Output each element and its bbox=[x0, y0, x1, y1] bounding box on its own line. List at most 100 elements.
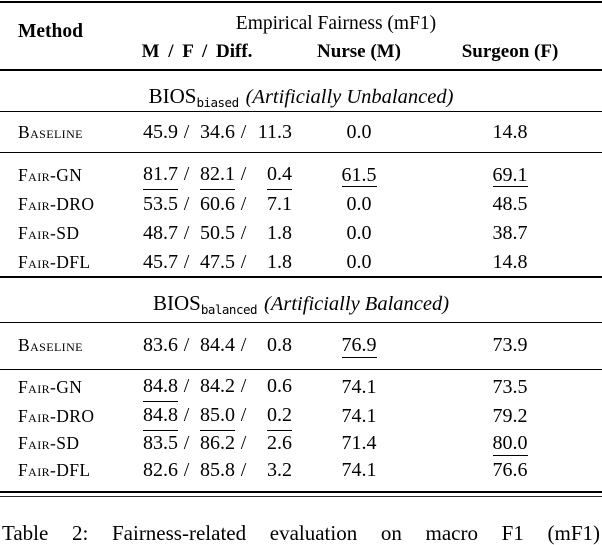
metric-value-f: 86.2 bbox=[195, 429, 235, 457]
metric-value-m: 84.8 bbox=[138, 372, 178, 402]
method-cell: Fair-DFL bbox=[18, 460, 91, 480]
section-title-bios-biased: BIOSbiased (Artificially Unbalanced) bbox=[0, 82, 602, 110]
nurse-value-cell: 76.9 bbox=[300, 331, 418, 359]
separator-slash: / bbox=[235, 429, 252, 457]
separator-slash-text: / bbox=[183, 432, 190, 454]
metric-value-m-text: 83.6 bbox=[143, 334, 178, 356]
separator-slash-text: / bbox=[240, 334, 247, 356]
table-rule-top bbox=[0, 1, 602, 4]
mf-diff-cell: 45.9/34.6/11.3 bbox=[130, 118, 300, 146]
method-cell: Fair-SD bbox=[18, 223, 80, 243]
separator-slash-text: / bbox=[183, 375, 190, 397]
separator-slash: / bbox=[235, 372, 252, 400]
separator-slash: / bbox=[235, 401, 252, 429]
method-cell: Fair-GN bbox=[18, 164, 83, 185]
separator-slash: / bbox=[178, 331, 195, 359]
table-row-fair-dro: Fair-DRO 84.8/85.0/0.2 74.1 79.2 bbox=[0, 401, 602, 431]
metric-value-m-text: 45.7 bbox=[143, 251, 178, 273]
separator-slash-text: / bbox=[183, 121, 190, 143]
metric-value-m: 53.5 bbox=[138, 190, 178, 218]
metric-value-f: 60.6 bbox=[195, 190, 235, 218]
nurse-value-cell: 0.0 bbox=[300, 118, 418, 146]
metric-value-diff-text: 2.6 bbox=[267, 432, 292, 454]
nurse-value-cell-text: 0.0 bbox=[346, 193, 372, 215]
table-row-fair-dro: Fair-DRO 53.5/60.6/7.1 0.0 48.5 bbox=[0, 190, 602, 218]
metric-value-m-text: 48.7 bbox=[143, 222, 178, 244]
dataset-note: (Artificially Balanced) bbox=[264, 293, 450, 315]
metric-value-m-text: 84.8 bbox=[143, 372, 178, 402]
separator-slash-text: / bbox=[183, 163, 190, 185]
separator-slash-text: / bbox=[183, 251, 190, 273]
separator-slash-text: / bbox=[240, 375, 247, 397]
separator-slash: / bbox=[178, 372, 195, 400]
separator-slash-text: / bbox=[183, 334, 190, 356]
separator-slash-text: / bbox=[240, 251, 247, 273]
table-rule-bottom-outer bbox=[0, 491, 602, 494]
header-row-columns: M / F / Diff. Nurse (M) Surgeon (F) bbox=[0, 38, 602, 66]
separator-slash-text: / bbox=[240, 121, 247, 143]
section-title-bios-balanced: BIOSbalanced (Artificially Balanced) bbox=[0, 289, 602, 317]
separator-slash: / bbox=[178, 456, 195, 484]
separator-slash: / bbox=[235, 118, 252, 146]
column-header-m-f-diff: M / F / Diff. bbox=[141, 41, 253, 62]
surgeon-value-cell: 80.0 bbox=[418, 429, 602, 457]
surgeon-value-cell-text: 69.1 bbox=[492, 163, 528, 188]
separator-slash-text: / bbox=[183, 193, 190, 215]
method-cell: Fair-SD bbox=[18, 433, 80, 453]
metric-value-diff: 11.3 bbox=[252, 118, 292, 146]
metric-value-m-text: 53.5 bbox=[143, 193, 178, 215]
metric-value-diff: 0.2 bbox=[252, 401, 292, 431]
separator-slash-text: / bbox=[183, 222, 190, 244]
metric-value-diff-text: 0.2 bbox=[267, 401, 292, 431]
metric-value-f-text: 60.6 bbox=[200, 193, 235, 215]
metric-value-f: 50.5 bbox=[195, 219, 235, 247]
metric-value-diff-text: 7.1 bbox=[267, 193, 292, 215]
metric-value-diff: 7.1 bbox=[252, 190, 292, 218]
metric-value-diff-text: 1.8 bbox=[267, 251, 292, 273]
metric-value-m: 84.8 bbox=[138, 401, 178, 431]
dataset-name: BIOS bbox=[152, 291, 201, 315]
surgeon-value-cell: 73.9 bbox=[418, 331, 602, 359]
separator-slash: / bbox=[178, 248, 195, 276]
column-header-surgeon-f: Surgeon (F) bbox=[461, 41, 559, 62]
surgeon-value-cell: 14.8 bbox=[418, 248, 602, 276]
table-rule-section2-title bbox=[0, 322, 602, 324]
separator-slash: / bbox=[178, 401, 195, 429]
table-row-fair-dfl: Fair-DFL 82.6/85.8/3.2 74.1 76.6 bbox=[0, 456, 602, 484]
nurse-value-cell: 0.0 bbox=[300, 219, 418, 247]
metric-value-diff: 0.4 bbox=[252, 160, 292, 190]
method-cell: Fair-GN bbox=[18, 376, 83, 397]
metric-value-m-text: 81.7 bbox=[143, 160, 178, 190]
metric-value-m-text: 45.9 bbox=[143, 121, 178, 143]
dataset-subscript: balanced bbox=[200, 302, 258, 317]
separator-slash-text: / bbox=[183, 404, 190, 426]
table-row-fair-dfl: Fair-DFL 45.7/47.5/1.8 0.0 14.8 bbox=[0, 248, 602, 276]
surgeon-value-cell: 73.5 bbox=[418, 373, 602, 401]
table-row-fair-sd: Fair-SD 83.5/86.2/2.6 71.4 80.0 bbox=[0, 429, 602, 457]
metric-value-diff: 1.8 bbox=[252, 248, 292, 276]
nurse-value-cell: 0.0 bbox=[300, 248, 418, 276]
dataset-name: BIOS bbox=[148, 84, 197, 108]
nurse-value-cell-text: 0.0 bbox=[346, 121, 372, 143]
surgeon-value-cell-text: 73.5 bbox=[492, 375, 528, 398]
table-rule-bottom-inner bbox=[0, 495, 602, 497]
surgeon-value-cell-text: 48.5 bbox=[492, 193, 528, 215]
metric-value-diff-text: 1.8 bbox=[267, 222, 292, 244]
method-cell: Baseline bbox=[18, 335, 83, 355]
table-row-fair-gn: Fair-GN 84.8/84.2/0.6 74.1 73.5 bbox=[0, 372, 602, 402]
metric-value-m: 82.6 bbox=[138, 456, 178, 484]
metric-value-diff-text: 0.8 bbox=[267, 334, 292, 356]
separator-slash: / bbox=[235, 248, 252, 276]
metric-value-m-text: 82.6 bbox=[143, 459, 178, 481]
mf-diff-cell: 83.6/84.4/0.8 bbox=[130, 331, 300, 359]
nurse-value-cell: 74.1 bbox=[300, 456, 418, 484]
metric-value-diff: 2.6 bbox=[252, 429, 292, 457]
surgeon-value-cell: 69.1 bbox=[418, 161, 602, 189]
surgeon-value-cell-text: 80.0 bbox=[492, 432, 528, 456]
table-rule-section-separator bbox=[0, 276, 602, 279]
table-row-baseline: Baseline 83.6/84.4/0.8 76.9 73.9 bbox=[0, 331, 602, 359]
separator-slash: / bbox=[235, 456, 252, 484]
metric-value-f: 47.5 bbox=[195, 248, 235, 276]
metric-value-f-text: 85.0 bbox=[200, 401, 235, 431]
mf-diff-cell: 81.7/82.1/0.4 bbox=[130, 160, 300, 190]
